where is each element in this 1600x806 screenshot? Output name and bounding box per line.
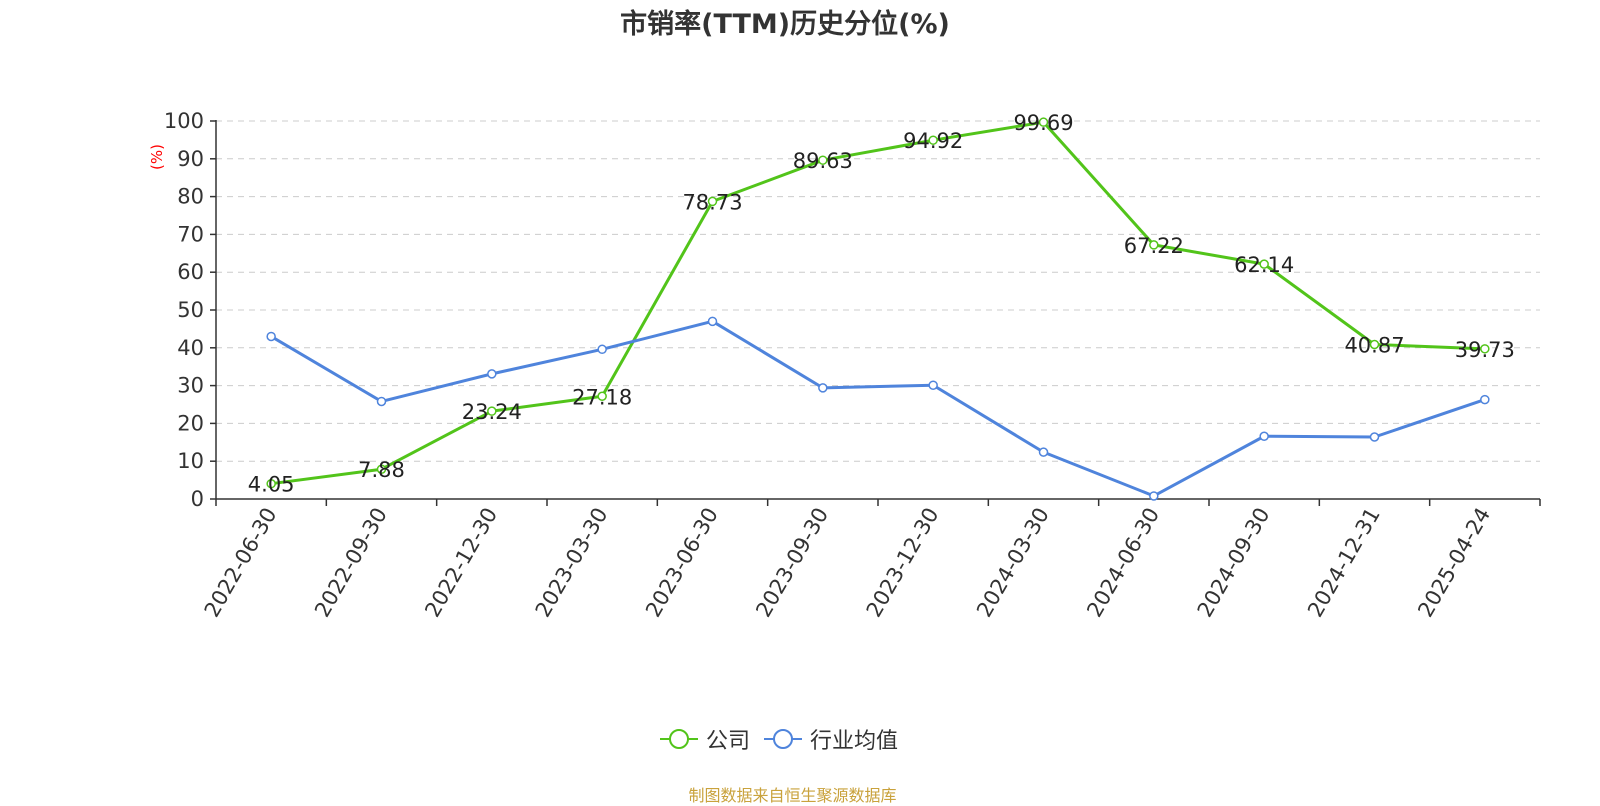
data-label-company: 27.18 (572, 385, 632, 409)
data-point-industry (928, 380, 938, 390)
data-point-company (1369, 339, 1380, 350)
series-line-company (270, 120, 1485, 486)
x-tick-label: 2023-03-30 (531, 504, 613, 622)
legend-marker-company (660, 729, 698, 749)
data-point-company (1149, 240, 1159, 250)
x-tick-label: 2023-09-30 (751, 504, 833, 622)
data-point-company (266, 478, 276, 489)
data-point-industry (1480, 394, 1490, 405)
x-tick-label: 2022-06-30 (200, 504, 282, 622)
data-point-company (1038, 117, 1049, 127)
series-line-industry (270, 319, 1486, 498)
y-tick-label: 10 (177, 449, 204, 473)
data-point-company (1480, 344, 1490, 354)
legend-item-industry[interactable]: 行业均值 (764, 723, 898, 755)
data-label-company: 62.14 (1234, 253, 1294, 277)
data-label-company: 39.73 (1455, 338, 1515, 362)
y-tick-label: 60 (177, 260, 204, 284)
data-label-company: 94.92 (903, 129, 963, 153)
data-point-company (597, 391, 607, 402)
y-tick-label: 50 (177, 298, 204, 322)
data-label-company: 23.24 (462, 400, 522, 424)
data-point-industry (1149, 491, 1159, 501)
data-point-company (1259, 259, 1269, 269)
data-point-industry (1369, 432, 1380, 442)
x-tick-label: 2022-12-30 (420, 504, 502, 622)
x-tick-label: 2024-09-30 (1193, 504, 1275, 622)
data-label-company: 89.63 (793, 149, 853, 173)
data-source-text: 制图数据来自恒生聚源数据库 (688, 786, 897, 805)
legend-label-company: 公司 (706, 729, 751, 754)
y-tick-label: 90 (177, 147, 204, 171)
y-tick-label: 20 (177, 411, 204, 435)
x-tick-label: 2023-06-30 (641, 504, 723, 622)
y-tick-label: 70 (177, 222, 204, 246)
x-tick-label: 2024-06-30 (1082, 504, 1164, 622)
y-tick-label: 30 (177, 374, 204, 398)
y-tick-label: 100 (164, 109, 204, 133)
data-label-company: 78.73 (682, 190, 742, 214)
x-tick-label: 2024-03-30 (972, 504, 1054, 622)
data-point-industry (597, 344, 607, 355)
legend-label-industry: 行业均值 (810, 729, 899, 754)
data-point-industry (707, 316, 718, 327)
x-tick-label: 2024-12-31 (1303, 504, 1385, 622)
x-tick-label: 2025-04-24 (1413, 504, 1495, 622)
x-tick-label: 2023-12-30 (862, 504, 944, 622)
data-point-company (707, 196, 718, 207)
chart-title: 市销率(TTM)历史分位(%) (620, 9, 950, 40)
data-point-industry (487, 369, 497, 379)
data-point-company (376, 464, 387, 474)
data-point-industry (1038, 447, 1049, 457)
x-tick-label: 2022-09-30 (310, 504, 392, 622)
data-point-company (818, 155, 828, 165)
legend-item-company[interactable]: 公司 (660, 723, 750, 755)
data-point-industry (1259, 431, 1269, 442)
data-label-company: 4.05 (248, 473, 295, 497)
data-label-company: 40.87 (1344, 334, 1404, 358)
data-source-note: 制图数据来自恒生聚源数据库 (0, 782, 1600, 806)
legend: 公司 行业均值 (660, 724, 912, 754)
y-tick-label: 80 (177, 185, 204, 209)
y-tick-label: 40 (177, 336, 204, 360)
data-point-company (487, 406, 497, 416)
legend-marker-industry (764, 729, 803, 749)
y-axis-label: (%) (148, 144, 166, 170)
data-point-industry (818, 383, 828, 393)
data-point-industry (376, 396, 387, 407)
data-point-industry (266, 331, 276, 342)
y-tick-label: 0 (191, 487, 204, 511)
data-label-company: 99.69 (1013, 111, 1073, 135)
data-point-company (928, 135, 938, 145)
data-label-company: 67.22 (1124, 234, 1184, 258)
data-label-company: 7.88 (358, 458, 405, 482)
